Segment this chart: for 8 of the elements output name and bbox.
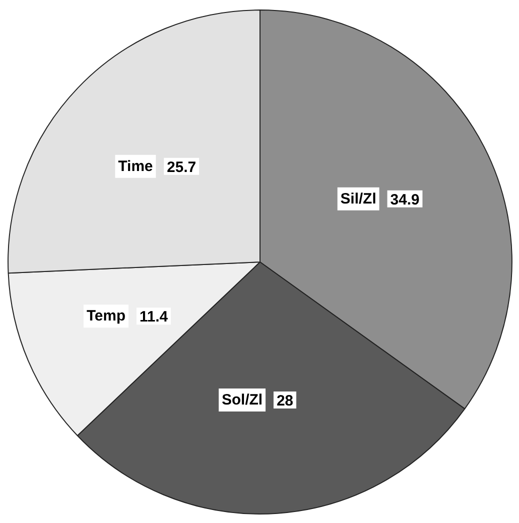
slice-label: Temp	[86, 308, 126, 325]
data-label: 11.4	[139, 308, 169, 326]
slice-label: Sol/Zl	[222, 391, 263, 408]
slice-label: Sil/Zl	[340, 190, 376, 208]
slice-label: Time	[118, 158, 153, 175]
data-label: 34.9	[390, 191, 420, 208]
data-label: 28	[276, 392, 294, 410]
data-label: 25.7	[166, 158, 196, 176]
